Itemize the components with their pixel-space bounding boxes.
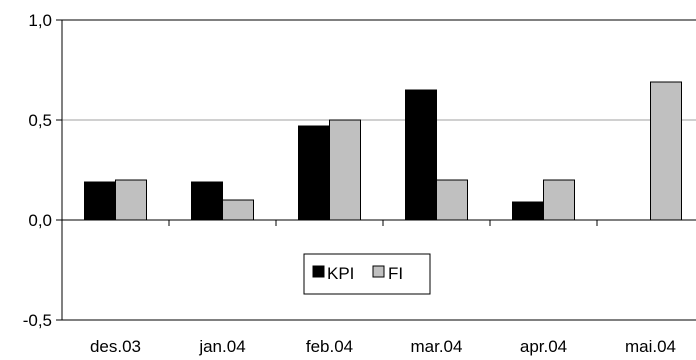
legend-swatch-fi	[372, 265, 385, 278]
legend-swatch-kpi	[312, 265, 325, 278]
x-tick-label: apr.04	[520, 337, 567, 356]
legend: KPI FI	[303, 253, 431, 295]
x-tick-label: des.03	[90, 337, 141, 356]
y-tick-labels: -0,5 0,0 0,5 1,0	[23, 11, 52, 330]
legend-label-kpi: KPI	[327, 264, 354, 283]
y-tick-label: 0,5	[28, 111, 52, 130]
bar-fi-mai-04	[650, 81, 682, 221]
bar-kpi-jan-04	[191, 181, 223, 221]
x-tick-label: jan.04	[198, 337, 245, 356]
bar-kpi-des-03	[84, 181, 116, 221]
legend-box	[303, 253, 431, 295]
y-tick-label: 0,0	[28, 211, 52, 230]
y-tick-label: 1,0	[28, 11, 52, 30]
bars	[84, 81, 682, 221]
x-tick-label: feb.04	[306, 337, 353, 356]
bar-fi-feb-04	[329, 119, 361, 221]
bar-fi-mar-04	[436, 179, 468, 221]
bar-kpi-feb-04	[298, 125, 330, 221]
y-tick-label: -0,5	[23, 311, 52, 330]
x-tick-label: mai.04	[625, 337, 676, 356]
bar-kpi-mar-04	[405, 89, 437, 221]
x-tick-label: mar.04	[411, 337, 463, 356]
axes	[56, 19, 696, 321]
legend-label-fi: FI	[388, 264, 403, 283]
x-tick-labels: des.03 jan.04 feb.04 mar.04 apr.04 mai.04	[90, 337, 676, 356]
bar-kpi-apr-04	[512, 201, 544, 221]
bar-fi-apr-04	[543, 179, 575, 221]
bar-fi-des-03	[115, 179, 147, 221]
bar-fi-jan-04	[222, 199, 254, 221]
